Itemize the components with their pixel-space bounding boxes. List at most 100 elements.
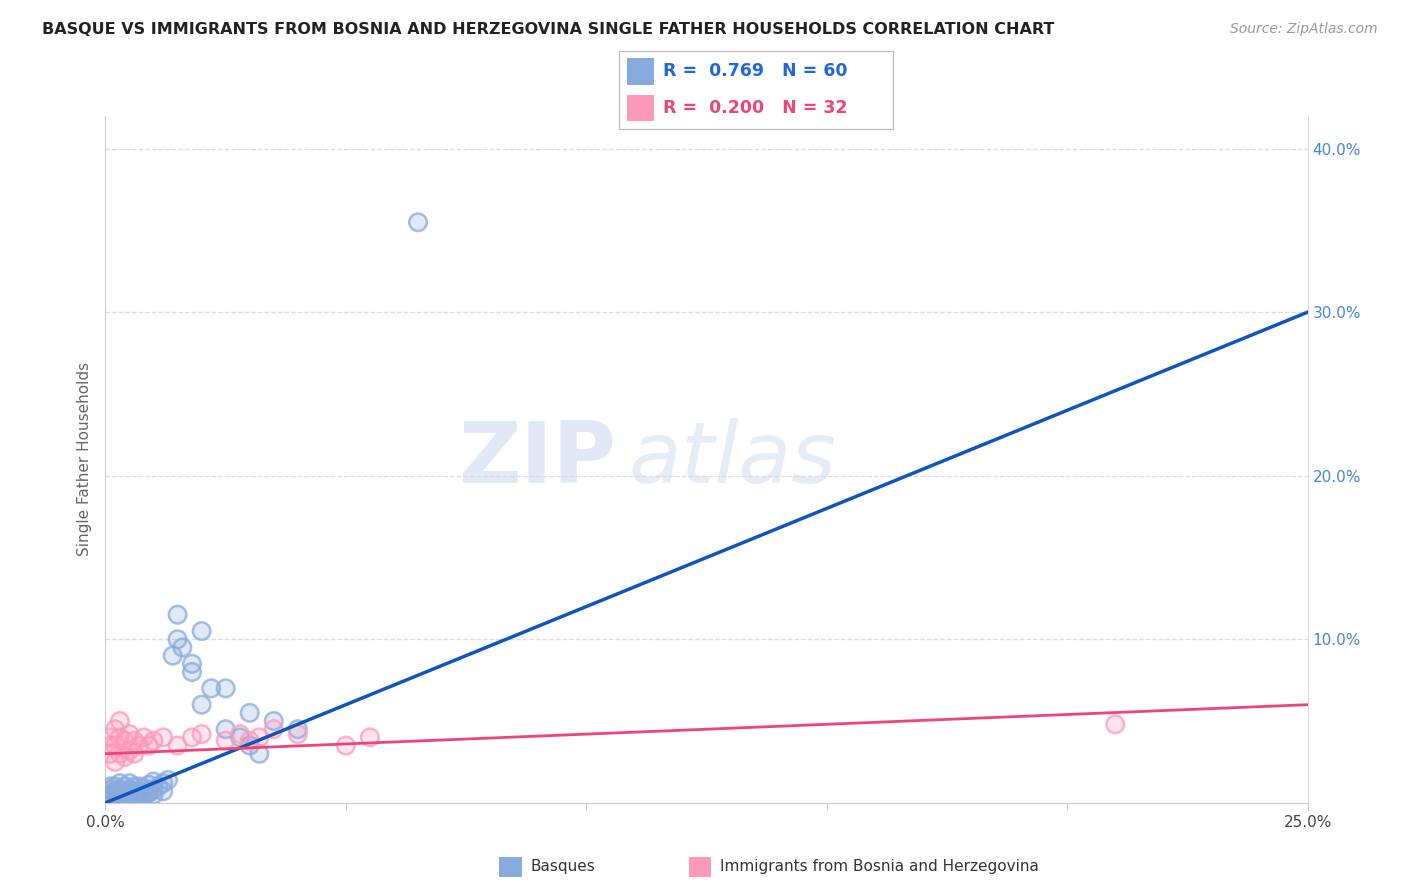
Point [190,698,212,712]
Point [138,778,160,792]
Point [142,774,165,789]
Point [239,739,262,753]
Point [108,714,131,728]
Point [98,782,121,797]
Point [132,788,155,802]
Point [98,747,121,761]
Point [152,776,174,790]
Point [138,739,160,753]
Point [114,780,136,794]
Point [124,747,146,761]
Point [104,789,127,804]
Bar [627,95,654,121]
Point [263,714,285,728]
Point [172,640,194,655]
Point [263,723,285,737]
Point [118,788,141,802]
Point [200,681,222,696]
Point [118,788,141,802]
Point [124,789,146,804]
Point [239,739,262,753]
Point [104,739,127,753]
Point [104,723,127,737]
Point [152,731,174,745]
Point [124,791,146,805]
Point [124,780,146,794]
Point [200,681,222,696]
Point [118,782,141,797]
Point [98,788,121,802]
Point [1104,717,1126,731]
Point [229,731,252,745]
Point [108,788,131,802]
Point [138,784,160,798]
Point [287,723,309,737]
Text: Immigrants from Bosnia and Herzegovina: Immigrants from Bosnia and Herzegovina [720,859,1039,873]
Point [239,733,262,747]
Point [142,788,165,802]
Point [132,789,155,804]
Point [104,755,127,769]
Point [287,723,309,737]
Point [229,731,252,745]
Point [108,782,131,797]
Point [118,727,141,741]
Point [166,739,188,753]
Text: R =  0.200   N = 32: R = 0.200 N = 32 [662,99,846,117]
Text: ZIP: ZIP [458,417,616,501]
Point [128,788,150,802]
Point [118,727,141,741]
Point [108,731,131,745]
Point [104,723,127,737]
Point [98,780,121,794]
Point [142,733,165,747]
Point [114,733,136,747]
Point [181,731,204,745]
Point [128,786,150,800]
Point [132,789,155,804]
Point [114,750,136,764]
Point [114,784,136,798]
Point [98,791,121,805]
Point [214,723,236,737]
Point [104,780,127,794]
Point [138,739,160,753]
Point [98,780,121,794]
Point [181,665,204,679]
Point [118,789,141,804]
Point [104,784,127,798]
Point [114,789,136,804]
Point [214,681,236,696]
Point [128,739,150,753]
Point [104,755,127,769]
Point [114,791,136,805]
Point [247,747,270,761]
Point [128,739,150,753]
Point [108,731,131,745]
Point [114,791,136,805]
Point [104,788,127,802]
Point [162,648,184,663]
Point [104,780,127,794]
Point [132,731,155,745]
Point [152,784,174,798]
Point [148,780,170,794]
Point [263,714,285,728]
Point [142,788,165,802]
Point [239,706,262,720]
Point [359,731,381,745]
Point [229,727,252,741]
Point [108,782,131,797]
Point [108,786,131,800]
Point [214,733,236,747]
Point [124,784,146,798]
Point [118,789,141,804]
Point [114,780,136,794]
Point [190,727,212,741]
Point [190,624,212,639]
Point [190,698,212,712]
Point [214,723,236,737]
Point [138,786,160,800]
Point [214,681,236,696]
Point [166,632,188,647]
